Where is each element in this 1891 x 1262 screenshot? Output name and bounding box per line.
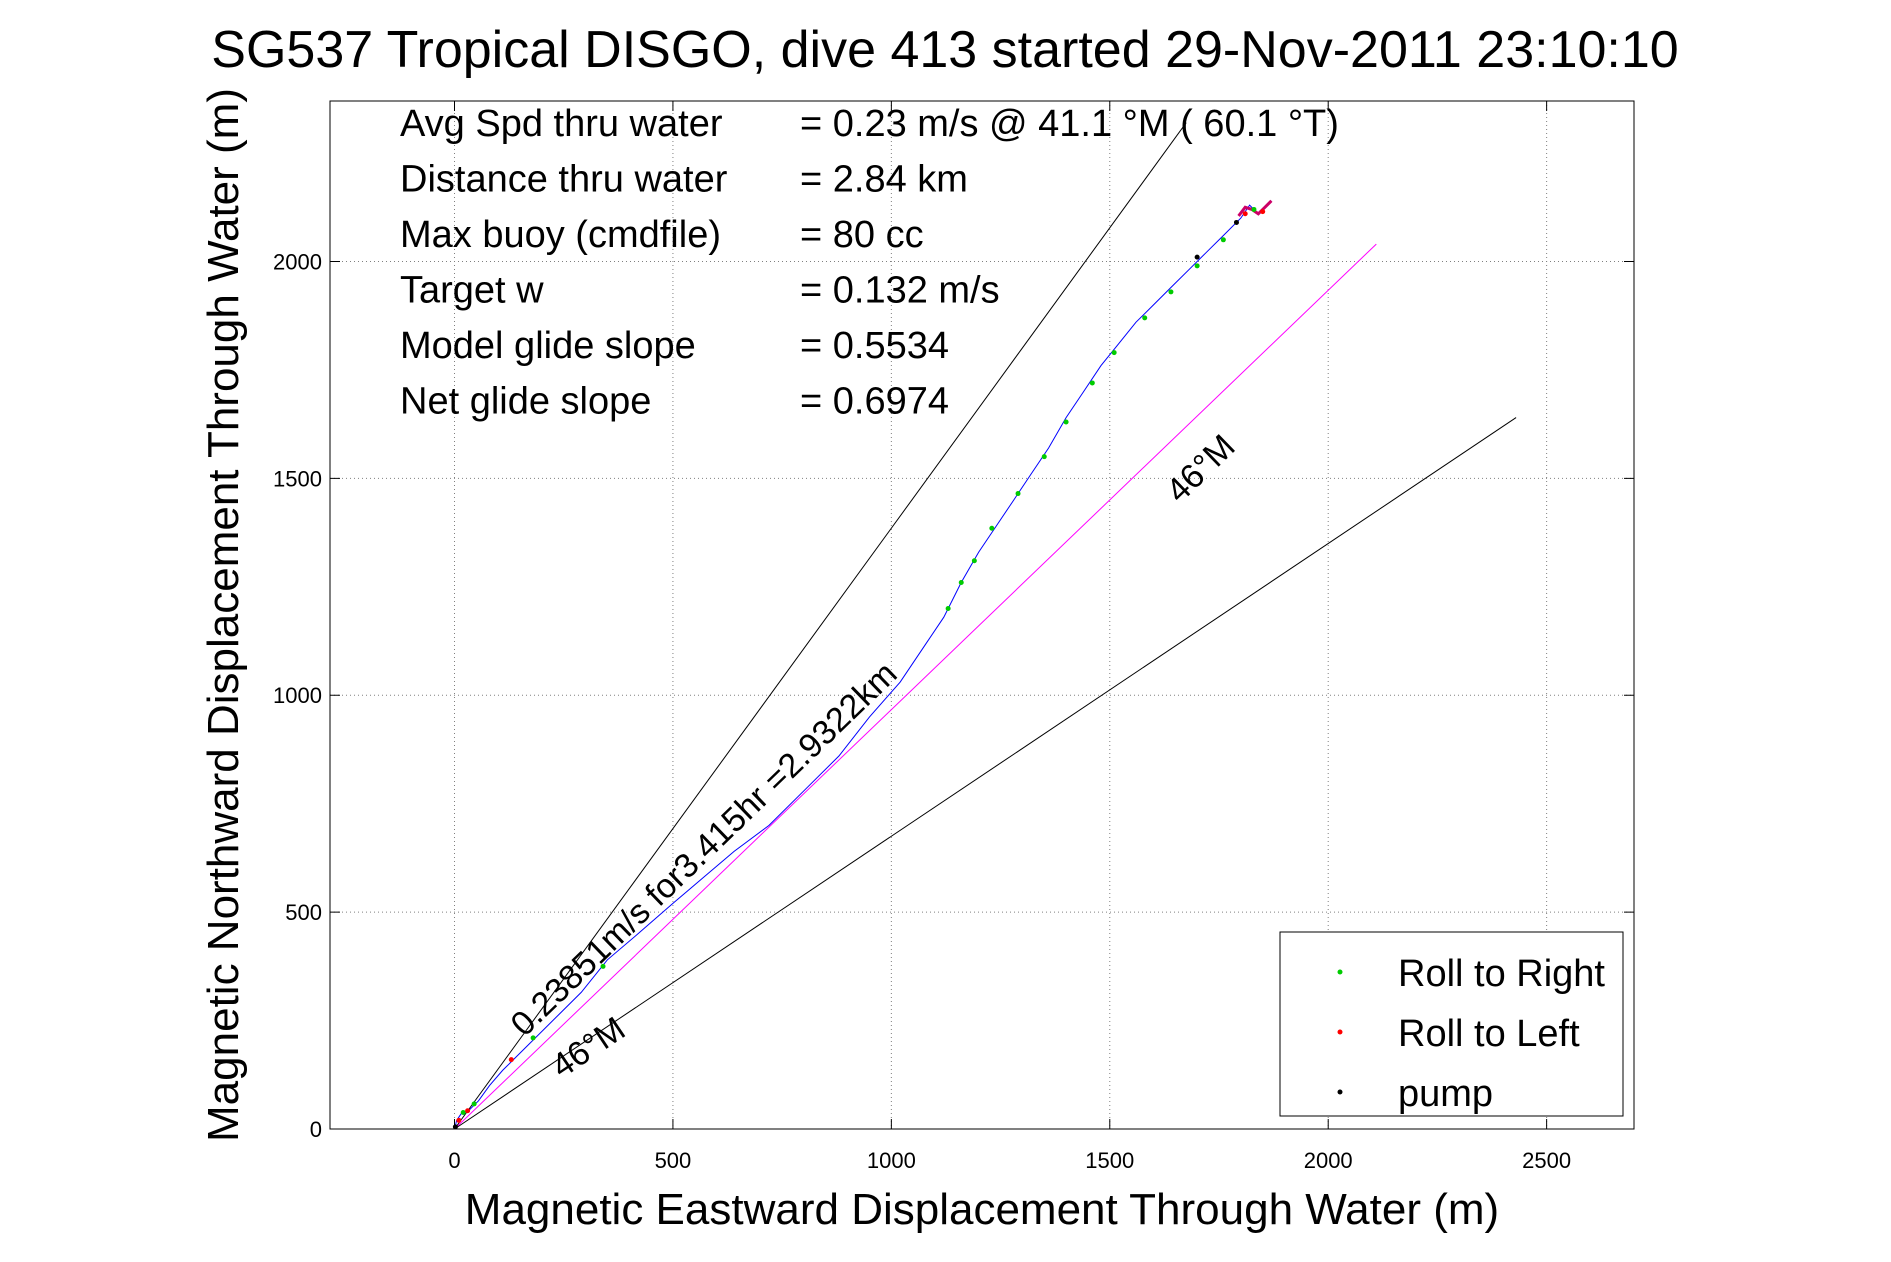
roll-right-point: [600, 963, 606, 969]
chart-title: SG537 Tropical DISGO, dive 413 started 2…: [211, 21, 1678, 79]
x-tick-label: 0: [448, 1148, 460, 1173]
roll-right-point: [1168, 289, 1174, 295]
roll-left-point: [456, 1117, 462, 1123]
pump-point: [1233, 219, 1239, 225]
info-block: Avg Spd thru water = 0.23 m/s @ 41.1 °M (…: [400, 103, 1339, 423]
roll-left-point: [1242, 211, 1248, 217]
roll-right-point: [1142, 315, 1148, 321]
plot-frame: [329, 100, 1635, 1130]
roll-right-point: [1063, 419, 1069, 425]
y-tick-label: 1500: [273, 466, 322, 491]
info-label: Distance thru water: [400, 159, 728, 201]
legend-box: [1279, 931, 1624, 1117]
y-tick-label: 1000: [273, 683, 322, 708]
roll-right-point: [1111, 350, 1117, 356]
info-label: Target w: [400, 270, 544, 312]
x-tick-label: 2000: [1304, 1148, 1353, 1173]
x-tick-label: 1000: [867, 1148, 916, 1173]
info-value: = 0.6974: [800, 381, 949, 423]
legend-label: pump: [1398, 1073, 1493, 1115]
info-label: Net glide slope: [400, 381, 651, 423]
roll-right-point: [1194, 263, 1200, 269]
legend: Roll to Right Roll to Left pump: [1279, 931, 1624, 1117]
legend-label: Roll to Left: [1398, 1013, 1580, 1055]
x-tick-label: 500: [655, 1148, 692, 1173]
roll-right-point: [989, 525, 995, 531]
roll-right-point: [1015, 491, 1021, 497]
series-line: [454, 417, 1517, 1130]
roll-left-point: [465, 1108, 471, 1114]
pump-point: [452, 1124, 458, 1130]
info-value: = 2.84 km: [800, 159, 968, 201]
y-tick-label: 0: [310, 1117, 322, 1142]
info-value: = 0.5534: [800, 325, 949, 367]
legend-marker: [1337, 969, 1343, 975]
x-tick-label: 1500: [1085, 1148, 1134, 1173]
legend-label: Roll to Right: [1398, 953, 1605, 995]
info-value: = 80 cc: [800, 214, 924, 256]
info-label: Avg Spd thru water: [400, 103, 723, 145]
y-tick-label: 2000: [273, 249, 322, 274]
info-value: = 0.23 m/s @ 41.1 °M ( 60.1 °T): [800, 103, 1339, 145]
legend-marker: [1337, 1089, 1343, 1095]
roll-right-point: [1089, 380, 1095, 386]
info-label: Model glide slope: [400, 325, 696, 367]
roll-right-point: [460, 1110, 466, 1116]
roll-right-point: [1041, 454, 1047, 460]
roll-right-point: [945, 605, 951, 611]
roll-left-point: [1260, 209, 1266, 215]
legend-marker: [1337, 1029, 1343, 1035]
y-tick-label: 500: [285, 900, 322, 925]
roll-left-point: [508, 1057, 514, 1063]
ticks: 0 500 1000 1500 2000 2500 0 500 1000 1500 2000: [273, 101, 1634, 1173]
roll-right-point: [958, 579, 964, 585]
pump-point: [1194, 254, 1200, 260]
legend-items: Roll to Right Roll to Left pump: [1337, 953, 1605, 1115]
roll-right-point: [1251, 206, 1257, 212]
roll-right-point: [471, 1101, 477, 1107]
series-line: [454, 122, 1187, 1130]
roll-right-point: [971, 558, 977, 564]
roll-right-point: [530, 1035, 536, 1041]
series-line: [454, 200, 1272, 1130]
x-tick-label: 2500: [1522, 1148, 1571, 1173]
info-label: Max buoy (cmdfile): [400, 214, 721, 256]
markers-layer: [452, 206, 1266, 1130]
roll-right-point: [1220, 237, 1226, 243]
info-value: = 0.132 m/s: [800, 270, 1000, 312]
series-layer: [454, 122, 1517, 1130]
series-line: [454, 243, 1377, 1130]
x-axis-label: Magnetic Eastward Displacement Through W…: [465, 1185, 1499, 1234]
y-axis-label: Magnetic Northward Displacement Through …: [199, 88, 248, 1142]
